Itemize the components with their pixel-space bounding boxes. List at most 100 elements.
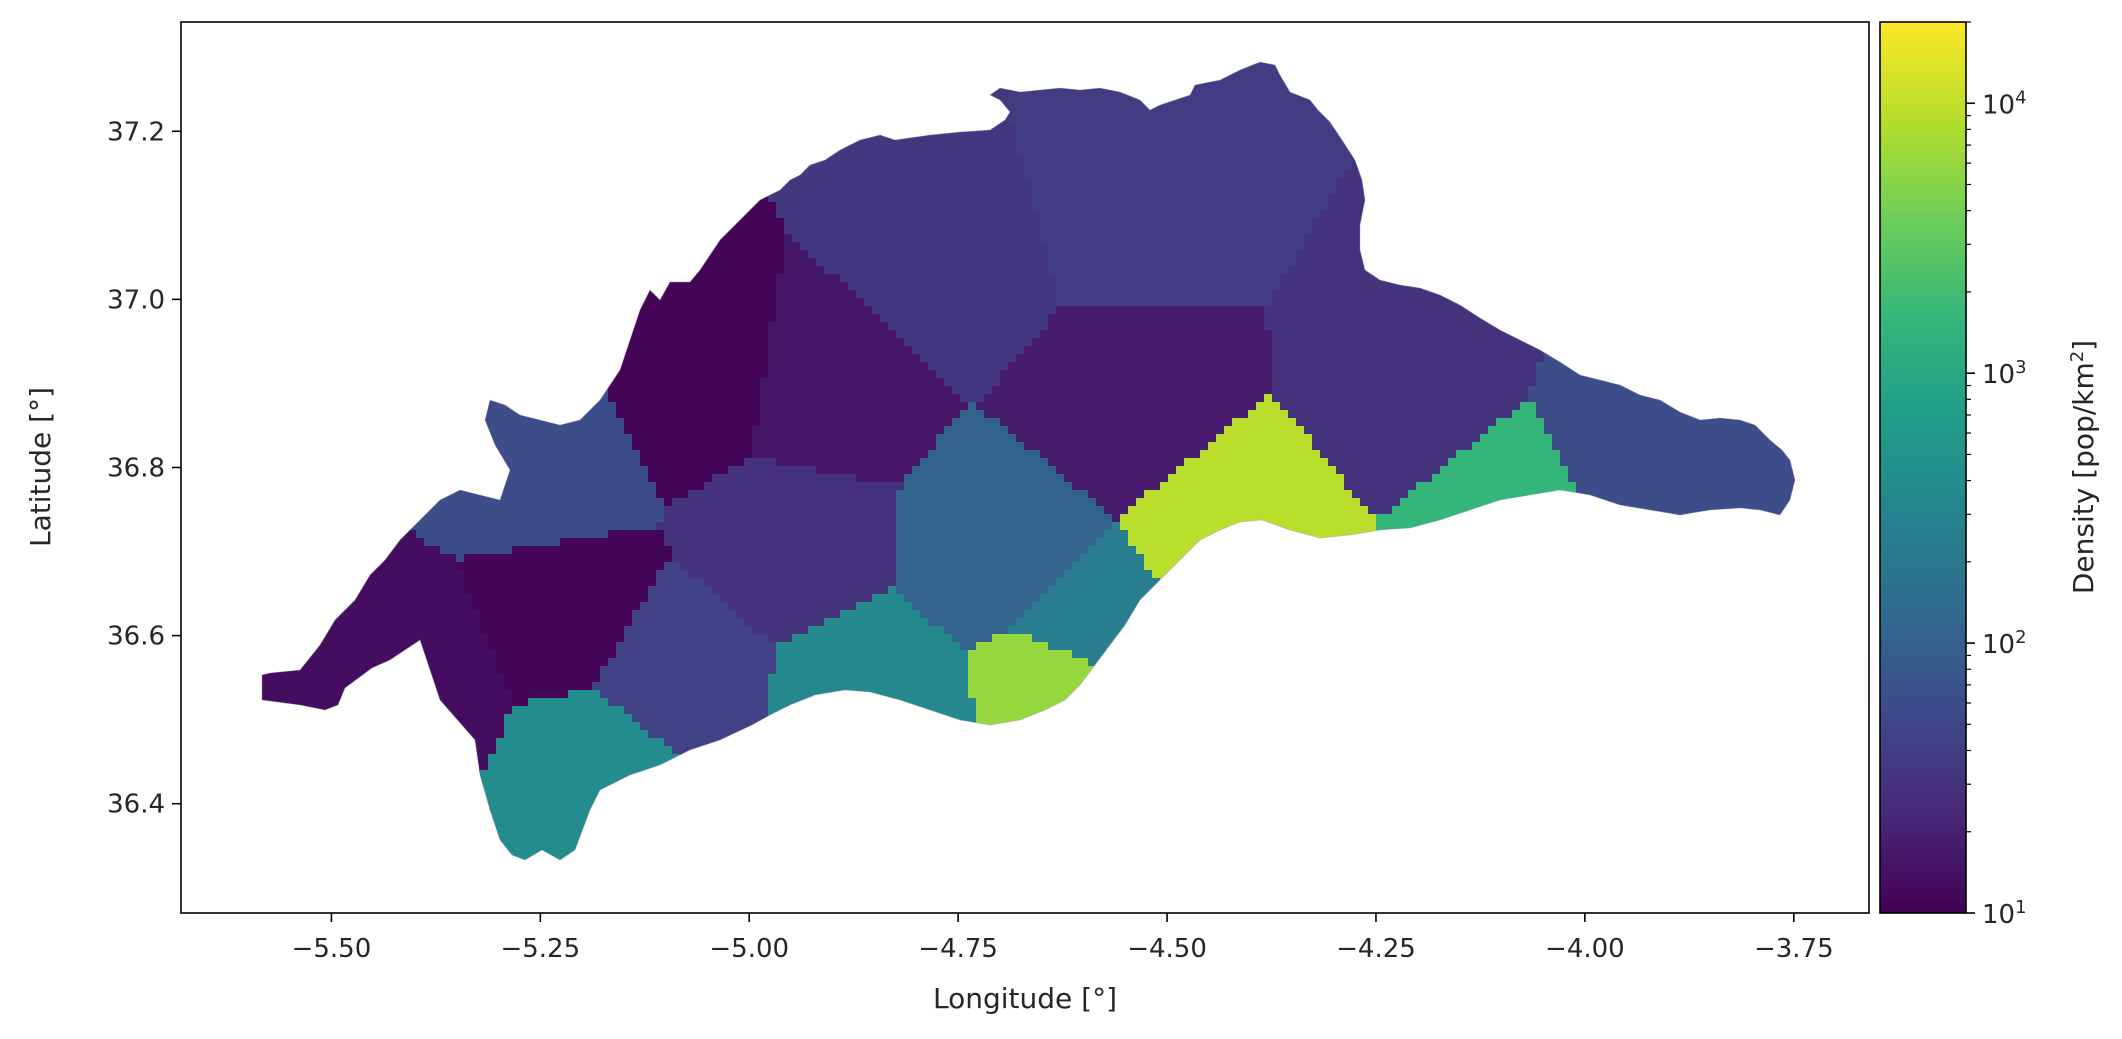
region-cell	[776, 226, 785, 235]
region-cell	[872, 234, 881, 243]
region-cell	[1296, 210, 1305, 219]
region-cell	[1264, 74, 1273, 83]
region-cell	[776, 234, 785, 243]
region-cell	[800, 210, 809, 219]
region-cell	[856, 226, 865, 235]
region-cell	[960, 154, 969, 163]
region-cell	[768, 242, 777, 251]
region-cell	[1232, 234, 1241, 243]
region-cell	[840, 218, 849, 227]
region-cell	[1016, 194, 1025, 203]
region-cell	[1000, 210, 1009, 219]
region-cell	[952, 162, 961, 171]
region-cell	[1232, 106, 1241, 115]
region-cell	[1040, 122, 1049, 131]
region-cell	[1144, 122, 1153, 131]
region-cell	[1320, 138, 1329, 147]
region-cell	[1080, 178, 1089, 187]
region-cell	[1224, 74, 1233, 83]
region-cell	[1176, 130, 1185, 139]
region-cell	[1248, 202, 1257, 211]
region-cell	[1328, 226, 1337, 235]
region-cell	[824, 186, 833, 195]
region-cell	[1048, 138, 1057, 147]
region-cell	[1288, 202, 1297, 211]
region-cell	[1104, 218, 1113, 227]
region-cell	[1296, 106, 1305, 115]
region-cell	[904, 202, 913, 211]
region-cell	[800, 202, 809, 211]
region-cell	[824, 178, 833, 187]
region-cell	[1032, 154, 1041, 163]
region-cell	[1208, 170, 1217, 179]
region-cell	[1056, 186, 1065, 195]
region-cell	[1208, 186, 1217, 195]
region-cell	[1240, 138, 1249, 147]
region-cell	[1128, 114, 1137, 123]
region-cell	[1344, 154, 1353, 163]
region-cell	[1152, 226, 1161, 235]
region-cell	[1320, 162, 1329, 171]
region-cell	[1288, 186, 1297, 195]
region-cell	[768, 226, 777, 235]
region-cell	[816, 226, 825, 235]
region-cell	[1008, 90, 1017, 99]
region-cell	[824, 154, 833, 163]
region-cell	[856, 146, 865, 155]
region-cell	[920, 226, 929, 235]
region-cell	[1256, 186, 1265, 195]
region-cell	[1208, 154, 1217, 163]
region-cell	[1344, 234, 1353, 243]
region-cell	[1240, 242, 1249, 251]
region-cell	[1192, 162, 1201, 171]
region-cell	[1272, 226, 1281, 235]
region-cell	[840, 146, 849, 155]
region-cell	[1224, 106, 1233, 115]
region-cell	[1280, 178, 1289, 187]
region-cell	[1192, 154, 1201, 163]
region-cell	[1184, 146, 1193, 155]
region-cell	[736, 234, 745, 243]
region-cell	[928, 138, 937, 147]
region-cell	[960, 194, 969, 203]
region-cell	[1144, 218, 1153, 227]
region-cell	[1184, 242, 1193, 251]
region-cell	[864, 154, 873, 163]
region-cell	[1216, 218, 1225, 227]
region-cell	[1144, 162, 1153, 171]
region-cell	[1160, 226, 1169, 235]
region-cell	[1104, 138, 1113, 147]
region-cell	[1112, 178, 1121, 187]
region-cell	[1216, 170, 1225, 179]
region-cell	[800, 194, 809, 203]
region-cell	[1024, 186, 1033, 195]
region-cell	[1024, 114, 1033, 123]
region-cell	[1088, 194, 1097, 203]
region-cell	[1216, 194, 1225, 203]
region-cell	[1304, 202, 1313, 211]
region-cell	[912, 162, 921, 171]
region-cell	[952, 186, 961, 195]
region-cell	[848, 194, 857, 203]
region-cell	[1192, 122, 1201, 131]
region-cell	[1056, 234, 1065, 243]
region-cell	[872, 186, 881, 195]
region-cell	[944, 138, 953, 147]
region-cell	[1272, 218, 1281, 227]
region-cell	[856, 202, 865, 211]
region-cell	[816, 194, 825, 203]
region-cell	[1336, 170, 1345, 179]
region-cell	[976, 234, 985, 243]
region-cell	[1232, 98, 1241, 107]
region-cell	[1112, 146, 1121, 155]
region-cell	[1144, 154, 1153, 163]
region-cell	[1304, 146, 1313, 155]
region-cell	[776, 194, 785, 203]
region-cell	[968, 202, 977, 211]
region-cell	[1320, 146, 1329, 155]
region-cell	[1112, 210, 1121, 219]
region-cell	[1208, 98, 1217, 107]
region-cell	[1240, 98, 1249, 107]
region-cell	[1080, 234, 1089, 243]
